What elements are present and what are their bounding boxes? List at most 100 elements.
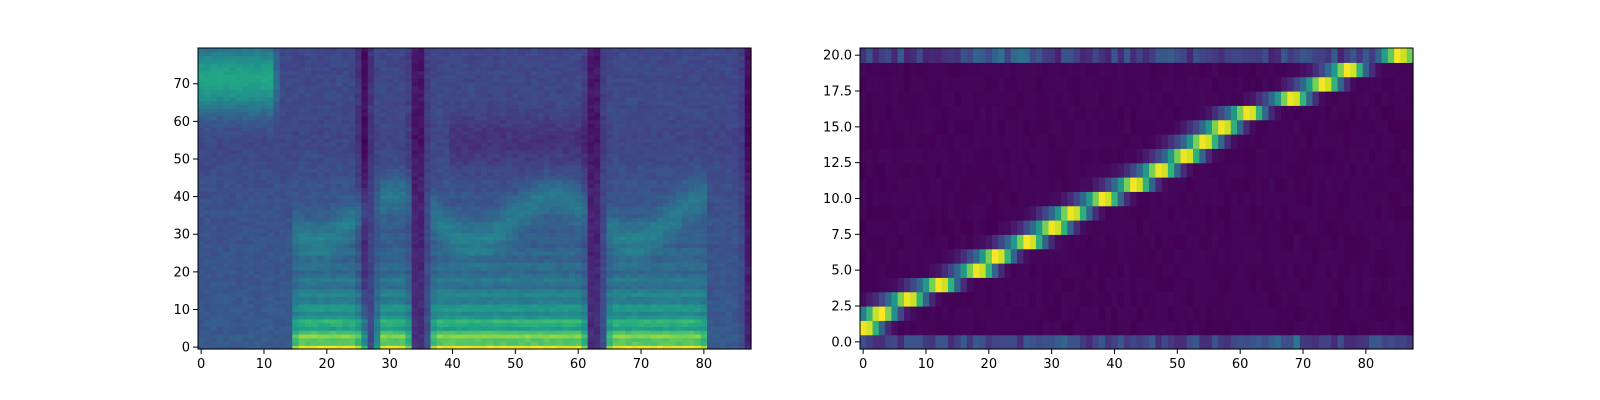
spectrogram-cell [367, 232, 375, 237]
spectrogram-cell [531, 209, 538, 215]
spectrogram-cell [367, 224, 375, 230]
spectrogram-cell [543, 258, 551, 264]
spectrogram-cell [600, 217, 608, 222]
spectrogram-cell [537, 217, 545, 222]
spectrogram-cell [430, 138, 438, 143]
spectrogram-cell [380, 326, 388, 331]
spectrogram-cell [285, 142, 293, 147]
spectrogram-cell [248, 300, 256, 305]
spectrogram-cell [663, 303, 670, 309]
spectrogram-cell [311, 142, 318, 147]
spectrogram-cell [549, 292, 557, 297]
spectrogram-cell [285, 345, 293, 350]
spectrogram-cell [449, 266, 457, 271]
spectrogram-cell [518, 198, 526, 203]
spectrogram-cell [663, 232, 670, 237]
spectrogram-cell [411, 254, 419, 260]
spectrogram-cell [732, 262, 740, 267]
spectrogram-cell [424, 292, 432, 297]
spectrogram-cell [417, 134, 425, 139]
spectrogram-cell [581, 175, 589, 181]
spectrogram-cell [424, 273, 432, 279]
spectrogram-cell [719, 160, 727, 166]
spectrogram-cell [411, 326, 419, 331]
spectrogram-cell [694, 232, 702, 237]
spectrogram-cell [285, 190, 293, 196]
spectrogram-cell [732, 164, 740, 169]
spectrogram-cell [669, 277, 677, 282]
spectrogram-cell [543, 239, 551, 245]
spectrogram-cell [361, 239, 369, 245]
spectrogram-cell [311, 333, 318, 339]
spectrogram-cell [543, 157, 551, 162]
spectrogram-cell [298, 142, 306, 147]
spectrogram-cell [518, 326, 526, 331]
spectrogram-cell [449, 138, 457, 143]
spectrogram-cell [449, 341, 457, 346]
spectrogram-cell [367, 341, 375, 346]
spectrogram-cell [229, 198, 237, 203]
spectrogram-cell [587, 273, 595, 279]
spectrogram-cell [455, 285, 463, 290]
spectrogram-cell [216, 307, 224, 312]
spectrogram-cell [241, 224, 249, 230]
spectrogram-cell [279, 254, 287, 260]
spectrogram-cell [637, 288, 645, 294]
spectrogram-cell [260, 157, 268, 162]
spectrogram-cell [229, 262, 237, 267]
spectrogram-cell [317, 179, 325, 185]
spectrogram-cell [216, 138, 224, 143]
spectrogram-cell [688, 277, 696, 282]
spectrogram-cell [380, 311, 388, 316]
spectrogram-cell [556, 303, 564, 309]
spectrogram-cell [298, 281, 306, 286]
spectrogram-cell [229, 292, 237, 297]
spectrogram-cell [474, 277, 482, 282]
spectrogram-cell [210, 281, 218, 286]
spectrogram-cell [411, 315, 419, 320]
spectrogram-cell [380, 213, 388, 218]
spectrogram-cell [568, 202, 576, 207]
spectrogram-cell [738, 198, 746, 203]
spectrogram-cell [562, 251, 570, 256]
spectrogram-cell [455, 134, 463, 139]
spectrogram-cell [725, 183, 733, 188]
spectrogram-cell [279, 164, 287, 169]
spectrogram-cell [411, 221, 419, 226]
spectrogram-cell [713, 194, 721, 200]
spectrogram-cell [612, 168, 620, 173]
spectrogram-cell [292, 232, 300, 237]
spectrogram-cell [323, 217, 331, 222]
spectrogram-cell [606, 247, 614, 252]
spectrogram-cell [210, 269, 218, 275]
spectrogram-cell [241, 179, 249, 185]
spectrogram-cell [317, 315, 325, 320]
spectrogram-cell [713, 285, 721, 290]
spectrogram-cell [298, 213, 306, 218]
spectrogram-cell [248, 239, 256, 245]
spectrogram-cell [304, 134, 312, 139]
spectrogram-cell [512, 333, 520, 339]
spectrogram-cell [260, 318, 268, 324]
spectrogram-cell [744, 194, 752, 200]
spectrogram-cell [380, 251, 388, 256]
spectrogram-cell [600, 232, 608, 237]
spectrogram-cell [373, 296, 381, 301]
spectrogram-cell [675, 239, 683, 245]
spectrogram-cell [575, 236, 582, 241]
spectrogram-cell [279, 322, 287, 328]
spectrogram-cell [411, 266, 419, 271]
spectrogram-cell [449, 277, 457, 282]
spectrogram-cell [694, 142, 702, 147]
spectrogram-cell [443, 179, 450, 185]
spectrogram-cell [700, 213, 708, 218]
spectrogram-cell [744, 266, 752, 271]
spectrogram-cell [656, 194, 664, 200]
spectrogram-cell [694, 202, 702, 207]
spectrogram-cell [210, 153, 218, 158]
spectrogram-cell [292, 138, 300, 143]
spectrogram-cell [713, 296, 721, 301]
spectrogram-cell [537, 194, 545, 200]
spectrogram-cell [512, 187, 520, 192]
spectrogram-cell [373, 164, 381, 169]
